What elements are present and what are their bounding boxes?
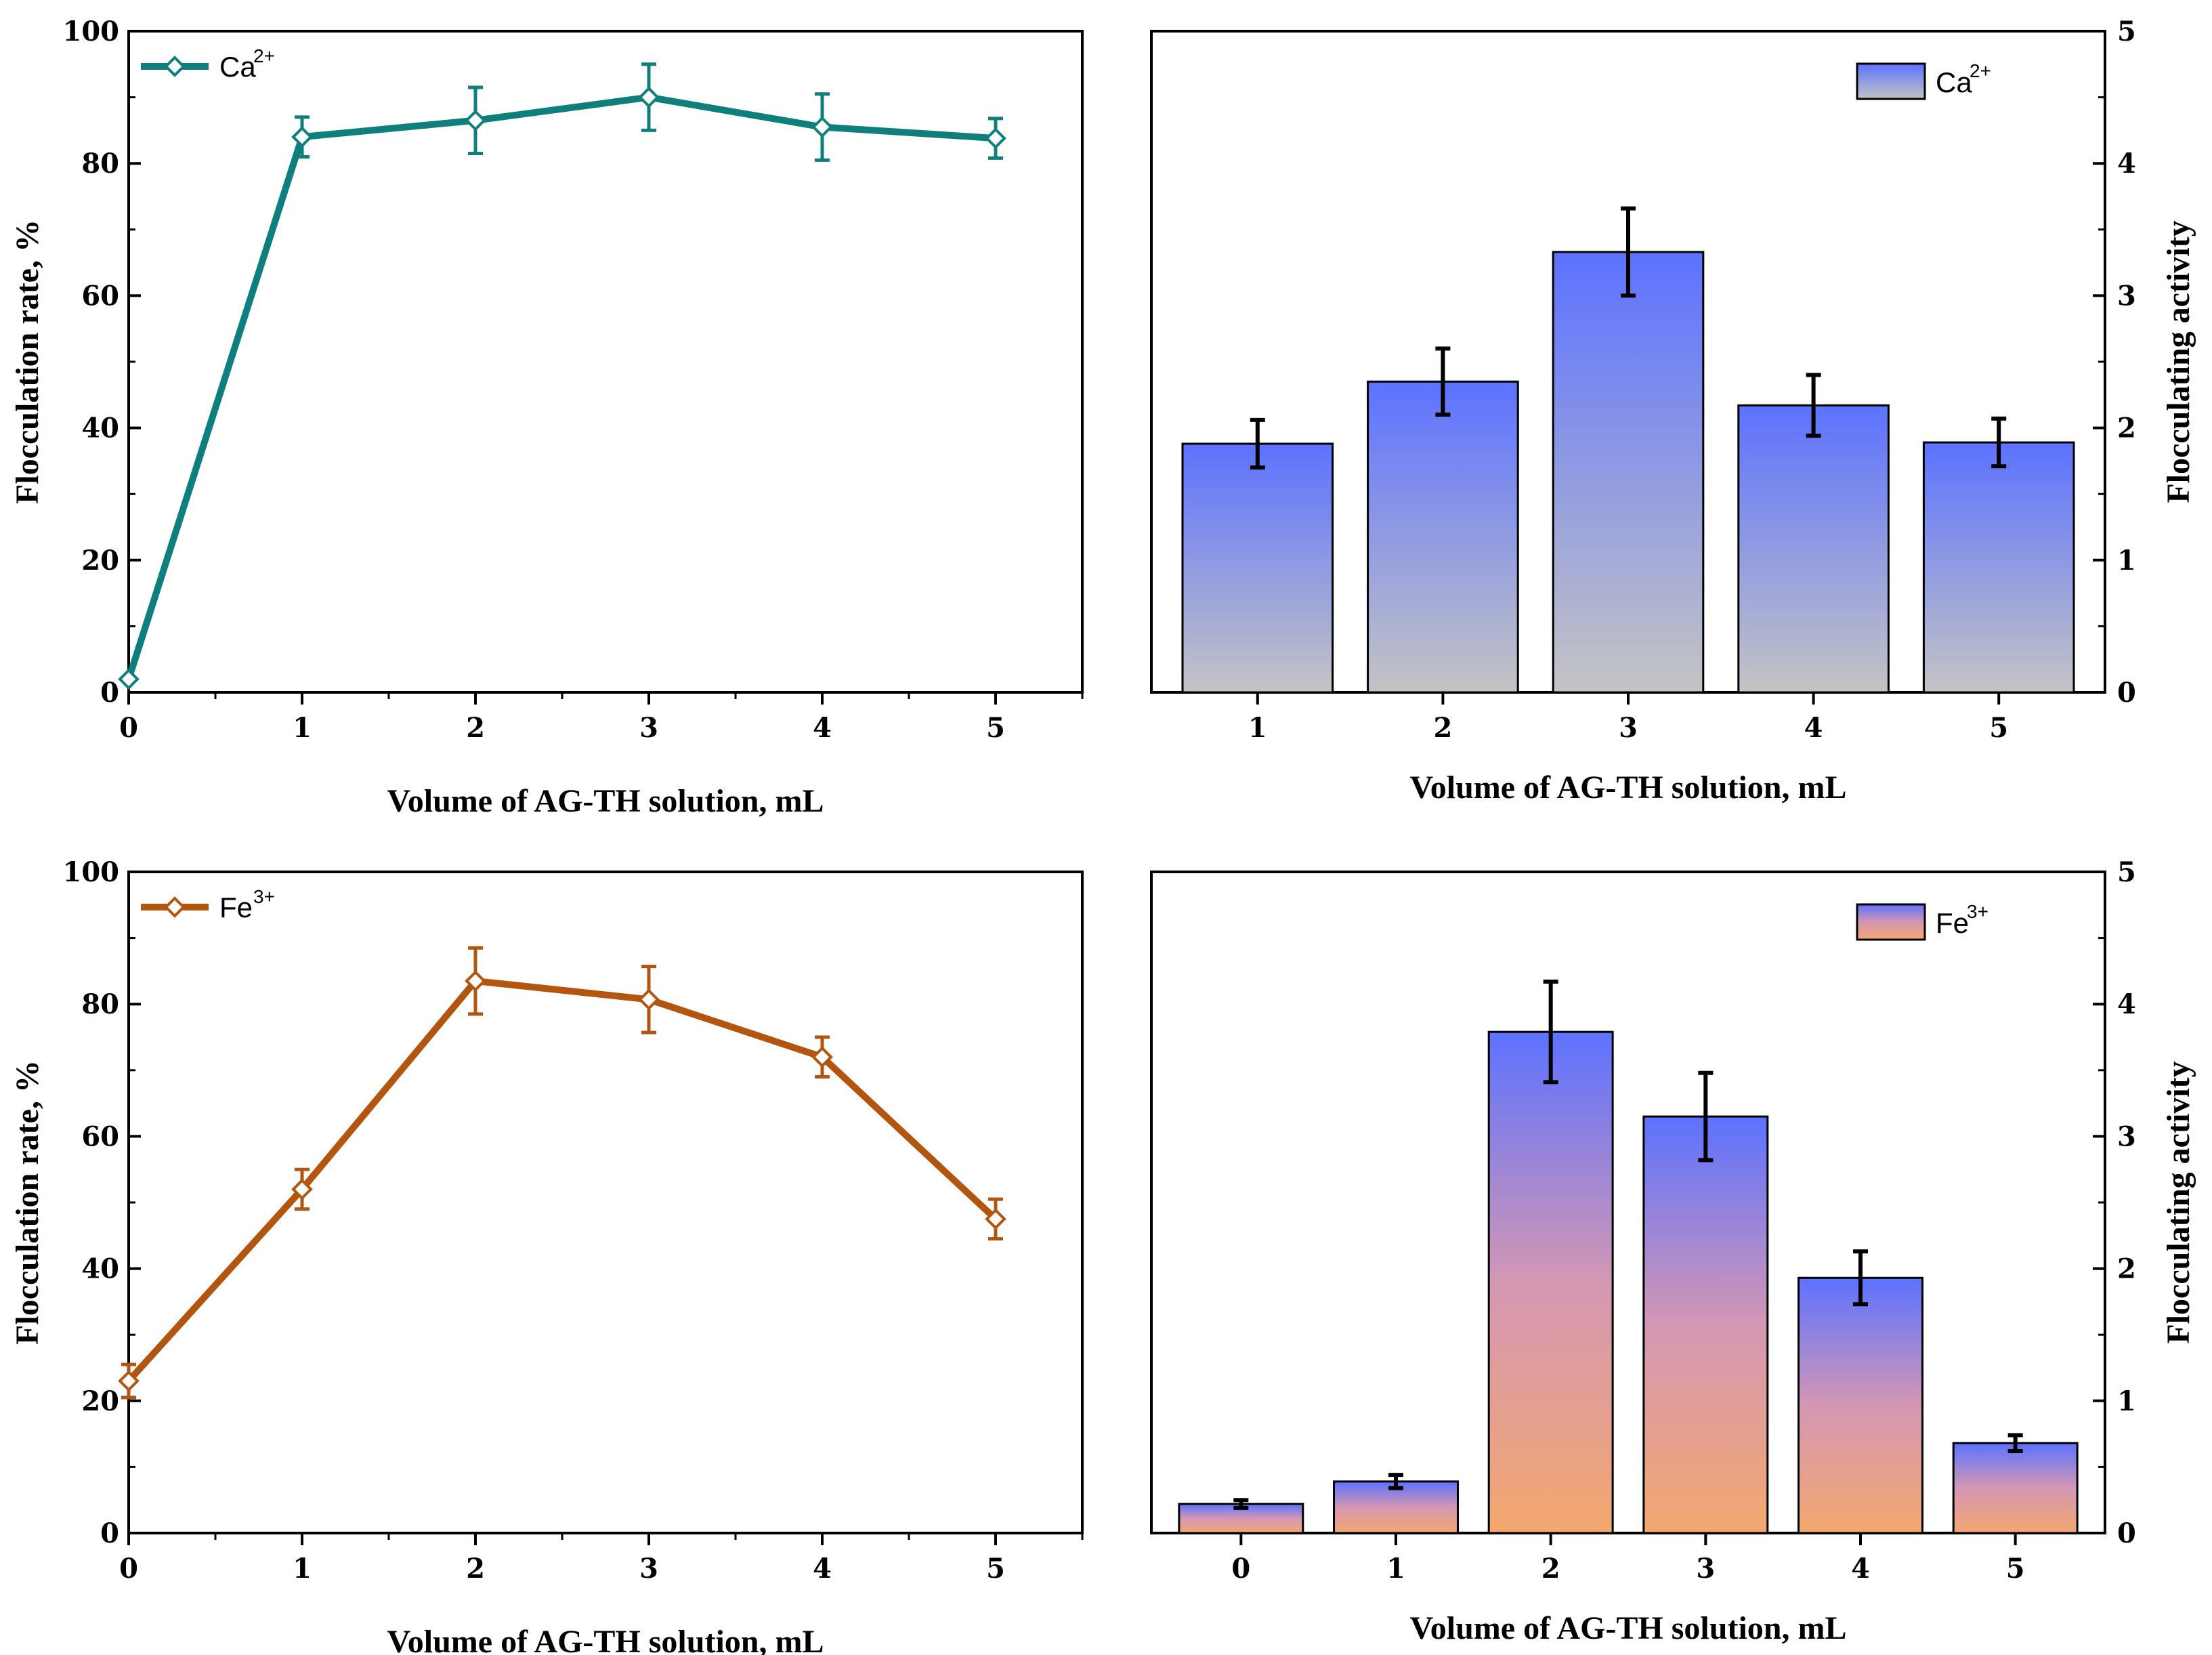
legend-superscript: 2+ (1970, 60, 1991, 81)
bar (1642, 1115, 1769, 1534)
x-tick-label: 2 (466, 1553, 485, 1585)
data-point (118, 668, 140, 690)
bar (1737, 404, 1890, 694)
legend-swatch (1856, 903, 1926, 941)
y-tick-label: 3 (2117, 1120, 2136, 1152)
y-axis-title: Flocculation rate, % (9, 219, 45, 504)
bar (1367, 380, 1519, 694)
data-point (985, 1208, 1006, 1230)
x-tick-label: 2 (1541, 1553, 1560, 1585)
x-tick-label: 5 (1989, 712, 2008, 744)
bar (1552, 251, 1705, 694)
x-tick-label: 0 (119, 1553, 138, 1585)
legend-label: Fe (219, 892, 253, 923)
x-tick-label: 0 (119, 712, 138, 744)
y-tick-label: 0 (2117, 677, 2136, 709)
data-point (118, 1370, 140, 1392)
y-tick-label: 0 (100, 1517, 119, 1549)
legend-superscript: 3+ (253, 886, 275, 907)
x-tick-label: 4 (1851, 1553, 1870, 1585)
x-axis-title: Volume of AG-TH solution, mL (387, 1624, 824, 1655)
y-tick-label: 2 (2117, 1253, 2136, 1285)
y-tick-label: 80 (81, 148, 119, 180)
data-point (465, 109, 486, 131)
legend-label: Fe (1936, 907, 1969, 939)
data-point (811, 116, 833, 138)
y-tick-label: 0 (2117, 1517, 2136, 1549)
x-tick-label: 3 (1619, 712, 1638, 744)
y-tick-label: 1 (2117, 545, 2136, 577)
data-point (985, 127, 1006, 149)
y-tick-label: 4 (2117, 148, 2136, 180)
legend-marker (164, 56, 186, 77)
y-tick-label: 100 (63, 856, 120, 888)
data-point (465, 970, 486, 992)
y-tick-label: 80 (81, 988, 119, 1020)
y-tick-label: 20 (81, 1385, 119, 1417)
data-point (811, 1046, 833, 1068)
y-tick-label: 0 (100, 677, 119, 709)
x-tick-label: 5 (2006, 1553, 2025, 1585)
x-tick-label: 2 (1433, 712, 1452, 744)
legend-label: Ca (219, 51, 256, 83)
x-axis-title: Volume of AG-TH solution, mL (1410, 1610, 1847, 1646)
legend-superscript: 3+ (1967, 901, 1988, 922)
y-axis-title: Flocculating activity (2161, 220, 2196, 503)
x-tick-label: 4 (813, 712, 832, 744)
y-axis-title: Flocculating activity (2161, 1061, 2196, 1343)
y-tick-label: 20 (81, 545, 119, 577)
x-tick-label: 4 (813, 1553, 832, 1585)
y-tick-label: 2 (2117, 413, 2136, 444)
bar (1952, 1442, 2079, 1534)
series-line (125, 93, 996, 681)
legend-label: Ca (1936, 66, 1972, 98)
legend-swatch (1856, 62, 1926, 100)
y-tick-label: 3 (2117, 280, 2136, 312)
legend-marker (164, 896, 186, 918)
y-tick-label: 60 (81, 280, 119, 312)
y-tick-label: 4 (2117, 988, 2136, 1020)
legend-superscript: 2+ (253, 45, 275, 66)
x-tick-label: 1 (293, 712, 312, 744)
y-axis-title: Flocculation rate, % (9, 1060, 45, 1345)
x-tick-label: 3 (1696, 1553, 1715, 1585)
x-tick-label: 4 (1804, 712, 1823, 744)
plot-frame (1150, 871, 2106, 1534)
x-tick-label: 1 (293, 1553, 312, 1585)
y-tick-label: 1 (2117, 1385, 2136, 1417)
bar (1487, 1030, 1614, 1534)
y-tick-label: 60 (81, 1120, 119, 1152)
x-axis-title: Volume of AG-TH solution, mL (1410, 770, 1847, 805)
x-tick-label: 0 (1231, 1553, 1250, 1585)
x-tick-label: 5 (986, 712, 1005, 744)
x-axis-title: Volume of AG-TH solution, mL (387, 783, 824, 819)
x-tick-label: 2 (466, 712, 485, 744)
plot-frame (127, 30, 1084, 694)
y-tick-label: 40 (81, 413, 119, 444)
data-point (638, 988, 660, 1011)
x-tick-label: 1 (1248, 712, 1267, 744)
x-tick-label: 5 (986, 1553, 1005, 1585)
data-point (291, 126, 313, 148)
x-tick-label: 1 (1386, 1553, 1405, 1585)
data-point (291, 1178, 313, 1200)
bar (1798, 1276, 1923, 1534)
bar (1181, 442, 1334, 694)
bar (1922, 441, 2075, 694)
data-point (638, 86, 660, 108)
plot-frame (127, 871, 1084, 1534)
y-tick-label: 100 (63, 16, 120, 47)
y-tick-label: 40 (81, 1253, 119, 1285)
x-tick-label: 3 (639, 1553, 658, 1585)
y-tick-label: 5 (2117, 856, 2136, 888)
y-tick-label: 5 (2117, 16, 2136, 47)
series-line (126, 978, 998, 1383)
x-tick-label: 3 (639, 712, 658, 744)
